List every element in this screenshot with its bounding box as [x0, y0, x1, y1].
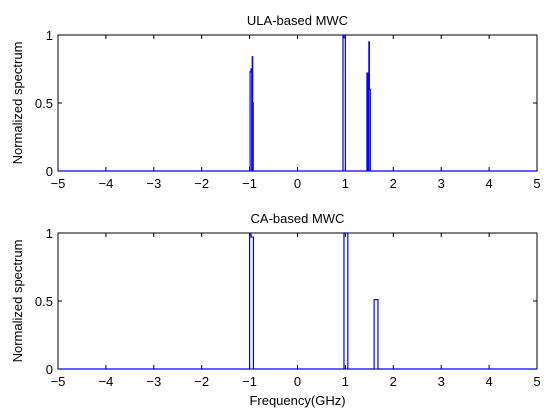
y-axis-label: Normalized spectrum — [10, 240, 25, 363]
x-tick-label: 1 — [342, 374, 349, 389]
x-tick-label: 1 — [342, 176, 349, 191]
x-tick-label: −3 — [146, 176, 161, 191]
series-line — [58, 34, 537, 172]
x-tick-label: −5 — [51, 176, 66, 191]
x-tick-label: 2 — [390, 374, 397, 389]
x-tick-label: −2 — [194, 176, 209, 191]
x-tick-label: 0 — [294, 374, 301, 389]
x-tick-label: 3 — [438, 176, 445, 191]
x-tick-label: −4 — [98, 176, 113, 191]
x-tick-label: 5 — [533, 374, 540, 389]
plot-frame — [57, 34, 538, 172]
x-tick-label: −4 — [98, 374, 113, 389]
x-tick-label: −5 — [51, 374, 66, 389]
plot-frame — [57, 232, 538, 370]
y-tick-label: 0.5 — [35, 294, 53, 309]
x-tick-label: −3 — [146, 374, 161, 389]
x-tick-label: 2 — [390, 176, 397, 191]
y-axis-label: Normalized spectrum — [10, 42, 25, 165]
x-tick-label: −1 — [242, 176, 257, 191]
x-tick-label: 5 — [533, 176, 540, 191]
y-tick-label: 1 — [46, 226, 53, 241]
x-tick-label: 0 — [294, 176, 301, 191]
x-tick-label: 4 — [485, 374, 492, 389]
y-tick-label: 0 — [46, 164, 53, 179]
y-tick-label: 0 — [46, 362, 53, 377]
x-tick-label: 4 — [485, 176, 492, 191]
chart-title: ULA-based MWC — [247, 13, 348, 28]
series-line — [58, 232, 537, 370]
y-tick-label: 1 — [46, 28, 53, 43]
x-tick-label: −1 — [242, 374, 257, 389]
chart-title: CA-based MWC — [251, 211, 345, 226]
x-tick-label: −2 — [194, 374, 209, 389]
chart-ula-based-mwc: ULA-based MWC −5 −4 −3 −2 −1 0 1 2 3 4 5 0 0.5 1 Normal… — [10, 13, 541, 191]
x-axis-label: Frequency(GHz) — [249, 393, 345, 408]
y-tick-label: 0.5 — [35, 96, 53, 111]
x-tick-label: 3 — [438, 374, 445, 389]
chart-ca-based-mwc: CA-based MWC −5 −4 −3 −2 −1 0 1 2 3 4 5 0 0.5 1 Normali… — [10, 211, 541, 408]
